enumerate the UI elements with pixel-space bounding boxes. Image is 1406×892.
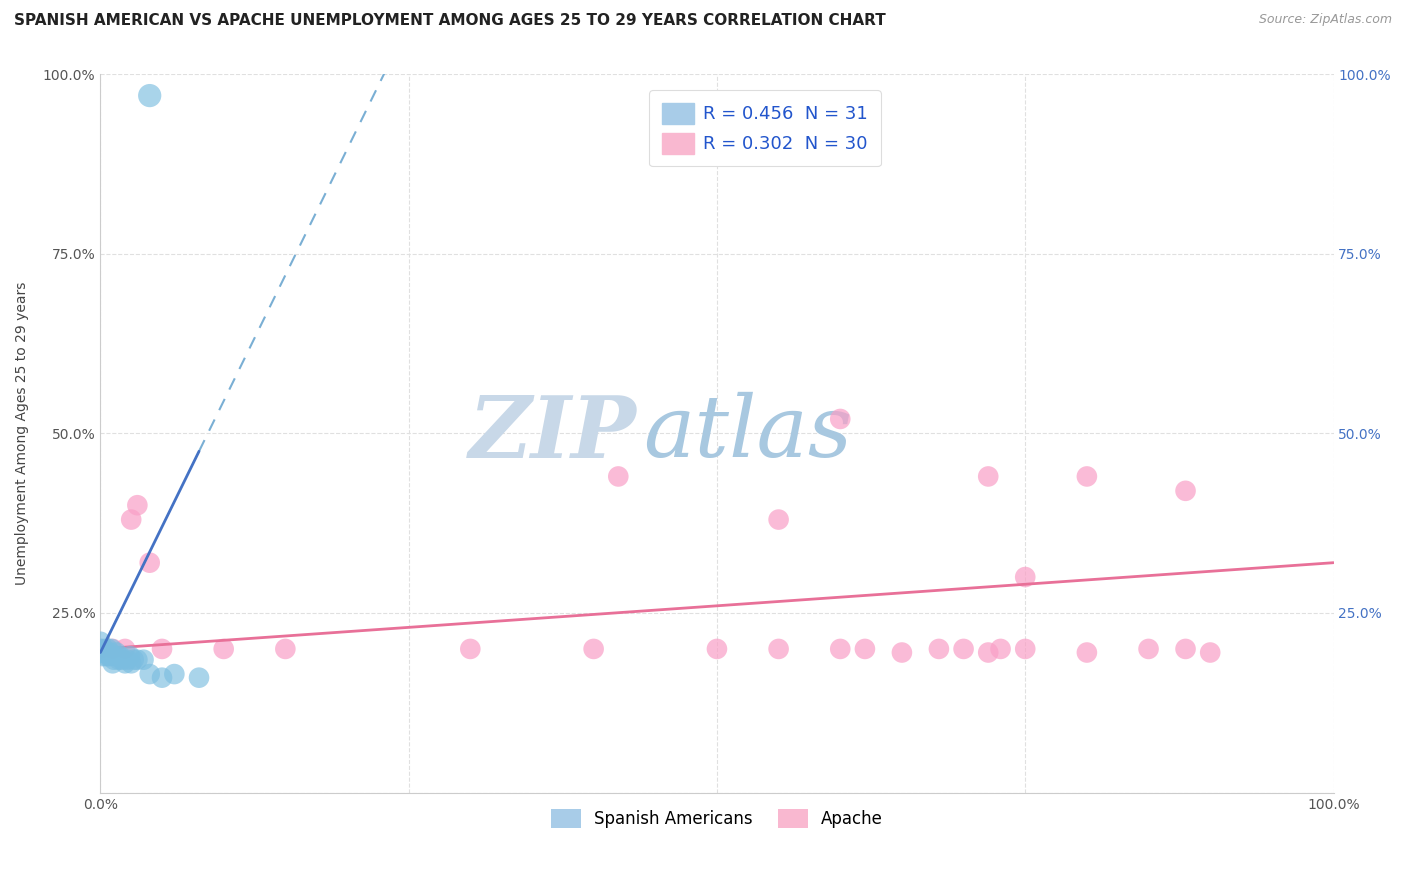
Point — [98, 649, 121, 664]
Point — [163, 667, 186, 681]
Point — [830, 412, 852, 426]
Point — [127, 653, 149, 667]
Point — [132, 653, 155, 667]
Point — [582, 641, 605, 656]
Point — [111, 653, 134, 667]
Point — [1076, 469, 1098, 483]
Point — [1174, 483, 1197, 498]
Text: SPANISH AMERICAN VS APACHE UNEMPLOYMENT AMONG AGES 25 TO 29 YEARS CORRELATION CH: SPANISH AMERICAN VS APACHE UNEMPLOYMENT … — [14, 13, 886, 29]
Point — [120, 657, 142, 671]
Point — [104, 649, 127, 664]
Point — [1014, 570, 1036, 584]
Point — [127, 498, 149, 512]
Point — [89, 634, 111, 648]
Point — [91, 649, 114, 664]
Point — [90, 646, 112, 660]
Legend: Spanish Americans, Apache: Spanish Americans, Apache — [544, 802, 890, 835]
Point — [118, 649, 141, 664]
Point — [928, 641, 950, 656]
Point — [150, 641, 173, 656]
Point — [990, 641, 1012, 656]
Text: atlas: atlas — [643, 392, 852, 475]
Point — [138, 556, 160, 570]
Point — [150, 671, 173, 685]
Point — [117, 653, 139, 667]
Point — [212, 641, 235, 656]
Text: Source: ZipAtlas.com: Source: ZipAtlas.com — [1258, 13, 1392, 27]
Point — [96, 649, 118, 664]
Y-axis label: Unemployment Among Ages 25 to 29 years: Unemployment Among Ages 25 to 29 years — [15, 282, 30, 585]
Point — [89, 641, 111, 656]
Point — [93, 641, 115, 656]
Point — [768, 512, 790, 526]
Point — [120, 512, 142, 526]
Point — [853, 641, 876, 656]
Point — [706, 641, 728, 656]
Point — [830, 641, 852, 656]
Point — [1076, 646, 1098, 660]
Point — [890, 646, 912, 660]
Point — [101, 641, 124, 656]
Point — [105, 646, 128, 660]
Point — [89, 646, 111, 660]
Point — [188, 671, 211, 685]
Point — [114, 641, 136, 656]
Point — [977, 469, 1000, 483]
Point — [607, 469, 630, 483]
Point — [94, 646, 117, 660]
Point — [108, 649, 131, 664]
Point — [114, 657, 136, 671]
Point — [1137, 641, 1160, 656]
Point — [98, 646, 121, 660]
Point — [460, 641, 482, 656]
Point — [1199, 646, 1222, 660]
Point — [274, 641, 297, 656]
Point — [101, 657, 124, 671]
Point — [952, 641, 974, 656]
Point — [108, 653, 131, 667]
Point — [100, 641, 122, 656]
Point — [1014, 641, 1036, 656]
Point — [97, 641, 120, 656]
Point — [89, 641, 111, 656]
Point — [1174, 641, 1197, 656]
Point — [768, 641, 790, 656]
Point — [122, 653, 145, 667]
Point — [977, 646, 1000, 660]
Point — [138, 667, 160, 681]
Point — [103, 653, 125, 667]
Point — [138, 88, 160, 103]
Text: ZIP: ZIP — [470, 392, 637, 475]
